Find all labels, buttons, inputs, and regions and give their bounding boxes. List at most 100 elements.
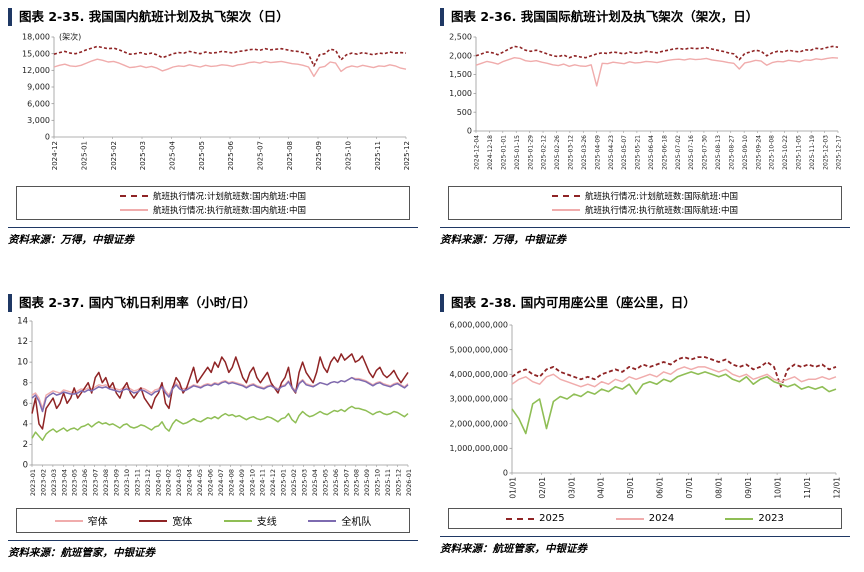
x-tick-label: 2025-10-22 (782, 135, 789, 170)
x-tick-label: 2025-03 (300, 469, 308, 496)
x-tick-label: 2023-10 (123, 469, 131, 496)
y-tick-label: 1,500 (449, 70, 472, 79)
x-tick-label: 2023-09 (112, 469, 120, 496)
source-note: 资料来源：航班管家，中银证券 (440, 536, 850, 556)
x-tick-label: 04/01 (597, 477, 606, 499)
x-tick-label: 2024-04 (186, 469, 194, 496)
x-tick-label: 02/01 (538, 477, 547, 499)
chart-svg: 0 3,000 6,000 9,000 12,000 15,000 18,000 (架次) 20… (22, 32, 411, 171)
x-tick-label: 2025-01 (280, 469, 288, 496)
x-tick-label: 2023-05 (71, 469, 79, 496)
x-tick-label: 2025-03 (139, 141, 147, 170)
legend-label: 窄体 (87, 517, 108, 529)
x-tick-label: 2023-12 (144, 469, 152, 496)
y-tick-label: 1,000,000,000 (449, 444, 508, 453)
chart-title: 图表 2-35. 我国国内航班计划及执飞架次（日） (8, 8, 418, 27)
x-tick-label: 10/01 (773, 477, 782, 499)
legend-line-sample (551, 195, 580, 198)
y-tick-label: 6 (23, 399, 28, 409)
legend-label: 2024 (648, 513, 675, 525)
x-tick-label: 2024-03 (175, 469, 183, 496)
x-tick-label: 2025-10 (374, 469, 382, 496)
series-line-1 (31, 353, 409, 430)
chart-legend: 航班执行情况:计划航班数:国内航班:中国 航班执行情况:执行航班数:国内航班:中国 (16, 186, 410, 221)
series-line-3 (31, 377, 409, 413)
line-chart-domestic-flights: 0 3,000 6,000 9,000 12,000 15,000 18,000 (架次) 20… (8, 29, 418, 185)
x-tick-label: 2025-12-03 (822, 135, 829, 170)
chart-svg: 0 1,000,000,000 2,000,000,000 3,000,000,000… (449, 321, 841, 499)
x-tick-label: 2025-10 (344, 141, 352, 170)
x-tick-label: 2025-02 (110, 141, 118, 170)
legend-item: 2025 (506, 513, 565, 524)
x-tick-label: 2024-10 (248, 469, 256, 496)
x-tick-label: 2025-11 (384, 469, 392, 496)
legend-item: 窄体 (54, 513, 108, 529)
legend-line-sample (506, 517, 535, 520)
y-tick-label: 2 (23, 440, 28, 450)
source-note: 资料来源：万得，中银证券 (440, 227, 850, 247)
y-tick-label: 18,000 (22, 33, 50, 42)
legend-line-sample (119, 209, 148, 212)
y-tick-label: 2,000,000,000 (449, 420, 508, 429)
legend-label: 2023 (758, 513, 784, 525)
x-tick-label: 2023-02 (39, 469, 47, 496)
x-tick-label: 2025-05 (198, 141, 206, 170)
y-tick-label: 2,500 (449, 33, 472, 42)
series-line-1 (511, 366, 837, 388)
legend-label: 全机队 (341, 517, 372, 529)
x-tick-label: 2025-06 (332, 469, 340, 496)
x-tick-label: 2025-09 (363, 469, 371, 496)
series-line-2 (511, 371, 837, 435)
x-tick-label: 2025-11-05 (795, 135, 802, 170)
y-axis-unit-label: (架次) (59, 32, 81, 42)
y-tick-label: 1,000 (449, 89, 472, 98)
legend-line-sample (223, 519, 252, 522)
line-chart-aircraft-utilization: 0 2 4 6 8 10 12 14 2023-01 2023-02 2023-03 2023-04 2… (8, 315, 418, 507)
x-tick-label: 2025-11-19 (809, 135, 816, 170)
x-tick-label: 2024-06 (206, 469, 214, 496)
x-tick-label: 09/01 (744, 477, 753, 499)
x-tick-label: 2025-12 (394, 469, 402, 496)
source-note: 资料来源：航班管家，中银证券 (8, 540, 418, 560)
x-tick-label: 2024-12-04 (474, 135, 481, 170)
x-tick-label: 2025-09-24 (755, 135, 762, 170)
x-tick-label: 2025-02-12 (541, 135, 548, 170)
x-tick-label: 2025-07-02 (675, 135, 682, 170)
panel-international-flights: 图表 2-36. 我国国际航班计划及执飞架次（架次，日） 0 500 1,000 1,… (432, 0, 864, 286)
legend-item: 宽体 (139, 513, 192, 528)
x-tick-label: 2025-07-30 (702, 135, 709, 170)
x-tick-label: 2025-04-09 (594, 135, 601, 170)
chart-title: 图表 2-36. 我国国际航班计划及执飞架次（架次，日） (440, 8, 850, 27)
legend-label: 航班执行情况:计划航班数:国际航班:中国 (584, 192, 739, 203)
legend-line-sample (615, 517, 644, 520)
legend-line-sample (308, 519, 337, 522)
series-line-2 (31, 405, 409, 442)
x-tick-label: 2025-04 (168, 141, 176, 171)
y-tick-label: 0 (23, 461, 28, 471)
x-tick-label: 2025-12-17 (836, 135, 843, 170)
x-tick-label: 2024-12-18 (487, 135, 494, 170)
x-tick-label: 2025-01-29 (527, 135, 534, 170)
x-tick-label: 2025-06-04 (648, 135, 655, 170)
chart-legend: 航班执行情况:计划航班数:国际航班:中国 航班执行情况:执行航班数:国际航班:中国 (448, 186, 842, 221)
x-tick-label: 01/01 (508, 477, 517, 499)
x-tick-label: 2023-08 (102, 469, 110, 496)
legend-label: 航班执行情况:执行航班数:国际航班:中国 (584, 206, 739, 217)
x-tick-label: 2025-02-26 (554, 135, 561, 170)
chart-svg: 0 500 1,000 1,500 2,000 2,500 2024-12-04 2024-1… (449, 33, 843, 170)
x-tick-label: 12/01 (832, 477, 841, 499)
legend-item: 2024 (615, 513, 675, 525)
panel-available-seat-km: 图表 2-38. 国内可用座公里（座公里，日） 0 1,000,000,000 2,… (432, 286, 864, 572)
legend-line-sample (139, 519, 168, 522)
x-tick-label: 2025-02 (290, 469, 298, 496)
x-tick-label: 2025-04-23 (608, 135, 615, 170)
x-tick-label: 05/01 (626, 477, 635, 499)
legend-item: 航班执行情况:计划航班数:国际航班:中国 (551, 190, 739, 203)
x-tick-label: 2025-08-27 (728, 135, 735, 170)
x-tick-label: 2025-04 (311, 469, 319, 496)
x-tick-label: 2024-02 (165, 469, 173, 496)
x-tick-label: 2023-03 (50, 469, 58, 496)
x-tick-label: 2024-05 (196, 469, 204, 496)
